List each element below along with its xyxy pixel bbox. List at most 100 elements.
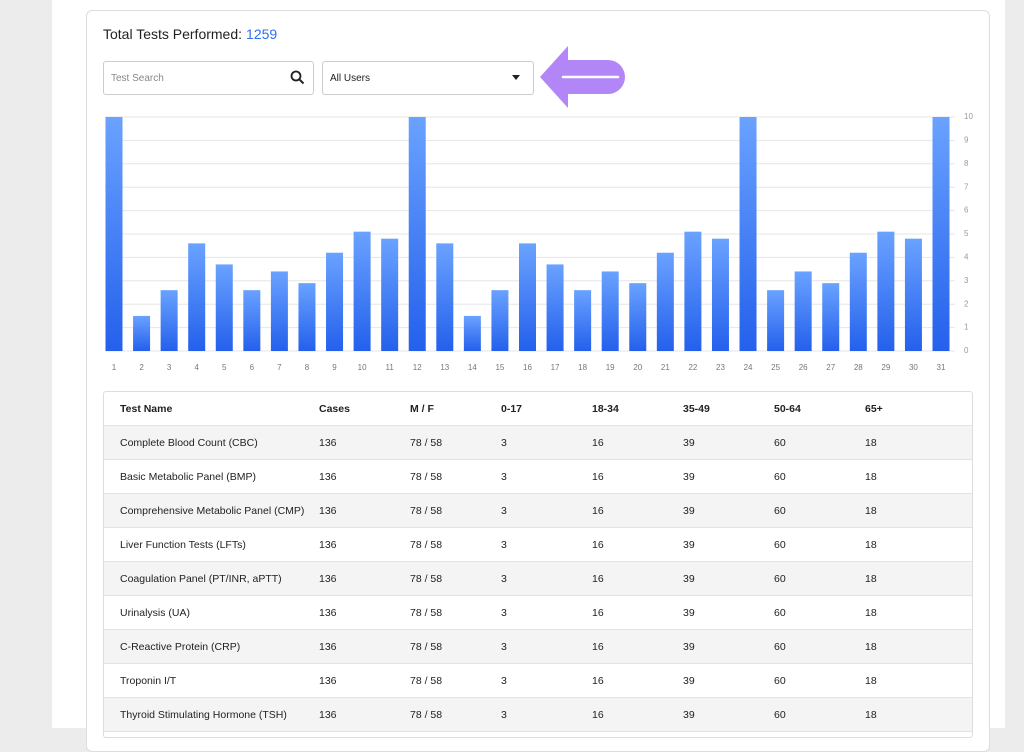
table-cell: 39 [683, 675, 695, 687]
table-cell: 18 [865, 539, 877, 551]
x-tick-label: 3 [167, 363, 172, 372]
table-cell: 60 [774, 709, 786, 721]
table-cell: 60 [774, 573, 786, 585]
x-tick-label: 2 [139, 363, 144, 372]
table-cell: 78 / 58 [410, 505, 443, 517]
table-row: Urinalysis (UA) 136 78 / 58 3 16 39 60 18 [104, 596, 972, 630]
table-cell: 39 [683, 573, 695, 585]
x-tick-label: 19 [606, 363, 615, 372]
table-cell: 60 [774, 437, 786, 449]
table-cell: 18 [865, 675, 877, 687]
x-tick-label: 18 [578, 363, 587, 372]
table-cell: 18 [865, 437, 877, 449]
table-cell: 35-49 [683, 403, 710, 415]
bar [629, 283, 647, 351]
x-tick-label: 20 [633, 363, 642, 372]
title: Total Tests Performed: 1259 [103, 26, 277, 42]
table-cell: 60 [774, 505, 786, 517]
x-tick-label: 21 [661, 363, 670, 372]
table-cell: 78 / 58 [410, 471, 443, 483]
table-cell: 18 [865, 573, 877, 585]
bar [463, 315, 481, 351]
table-cell: Basic Metabolic Panel (BMP) [120, 471, 256, 483]
bar [133, 315, 151, 351]
table-cell: 136 [319, 709, 337, 721]
x-tick-label: 17 [551, 363, 560, 372]
y-tick-label: 4 [964, 253, 969, 262]
bar [160, 290, 178, 351]
table-cell: 50-64 [774, 403, 801, 415]
bar [656, 252, 674, 351]
bar [767, 290, 785, 351]
table-cell: 3 [501, 709, 507, 721]
y-tick-label: 2 [964, 299, 969, 308]
table-row: Basic Metabolic Panel (BMP) 136 78 / 58 3 16… [104, 460, 972, 494]
table-header: Test Name Cases M / F 0-17 18-34 35-49 50-64 65… [104, 392, 972, 426]
x-tick-label: 27 [826, 363, 835, 372]
table-cell: C-Reactive Protein (CRP) [120, 641, 241, 653]
x-tick-label: 28 [854, 363, 863, 372]
x-tick-label: 25 [771, 363, 780, 372]
search-input[interactable]: Test Search [103, 61, 314, 95]
table-cell: 39 [683, 709, 695, 721]
bar [105, 117, 123, 351]
x-tick-label: 16 [523, 363, 532, 372]
table-cell: 78 / 58 [410, 607, 443, 619]
table-cell: 3 [501, 437, 507, 449]
table-cell: 136 [319, 505, 337, 517]
table-cell: Urinalysis (UA) [120, 607, 191, 619]
x-tick-label: 31 [937, 363, 946, 372]
y-tick-label: 5 [964, 229, 969, 238]
dropdown-caret [512, 75, 520, 80]
bar [298, 283, 316, 351]
x-tick-label: 12 [413, 363, 422, 372]
table-row: Comprehensive Metabolic Panel (CMP) 136 78… [104, 494, 972, 528]
x-tick-label: 13 [440, 363, 449, 372]
x-tick-label: 9 [332, 363, 337, 372]
bar [849, 252, 867, 351]
user-dropdown[interactable]: All Users [322, 61, 534, 95]
table-cell: 0-17 [501, 403, 523, 415]
bar [546, 264, 564, 351]
bar [215, 264, 233, 351]
bar [711, 238, 729, 351]
table-cell: 39 [683, 539, 695, 551]
bar [684, 231, 702, 351]
table-cell: Thyroid Stimulating Hormone (TSH) [120, 709, 287, 721]
x-tick-label: 10 [358, 363, 367, 372]
table-cell: 39 [683, 607, 695, 619]
bar [574, 290, 592, 351]
title-text: Total Tests Performed: [103, 26, 243, 42]
table-cell: 78 / 58 [410, 539, 443, 551]
table-cell: 136 [319, 675, 337, 687]
x-tick-label: 26 [799, 363, 808, 372]
bar [188, 243, 206, 351]
y-tick-label: 7 [964, 182, 969, 191]
search-icon[interactable] [290, 70, 305, 85]
x-tick-label: 8 [305, 363, 310, 372]
bar [436, 243, 454, 351]
table-cell: Comprehensive Metabolic Panel (CMP) [120, 505, 305, 517]
table-cell: 18 [865, 607, 877, 619]
dropdown-value: All Users [330, 73, 371, 84]
table-cell: 3 [501, 641, 507, 653]
table-cell: 3 [501, 573, 507, 585]
bar [794, 271, 812, 351]
bar [932, 117, 950, 351]
y-tick-label: 0 [964, 346, 969, 355]
table-row: Coagulation Panel (PT/INR, aPTT) 136 78 / … [104, 562, 972, 596]
table-cell: 18 [865, 641, 877, 653]
table-cell: 3 [501, 539, 507, 551]
bar [326, 252, 344, 351]
table-cell: 78 / 58 [410, 573, 443, 585]
table-cell: 65+ [865, 403, 883, 415]
bar [739, 117, 757, 351]
bar [381, 238, 399, 351]
x-tick-label: 1 [112, 363, 117, 372]
table-cell: Cases [319, 403, 350, 415]
bar [877, 231, 895, 351]
table-cell: 60 [774, 675, 786, 687]
y-tick-label: 3 [964, 276, 969, 285]
table-cell: 16 [592, 437, 604, 449]
x-tick-label: 7 [277, 363, 282, 372]
